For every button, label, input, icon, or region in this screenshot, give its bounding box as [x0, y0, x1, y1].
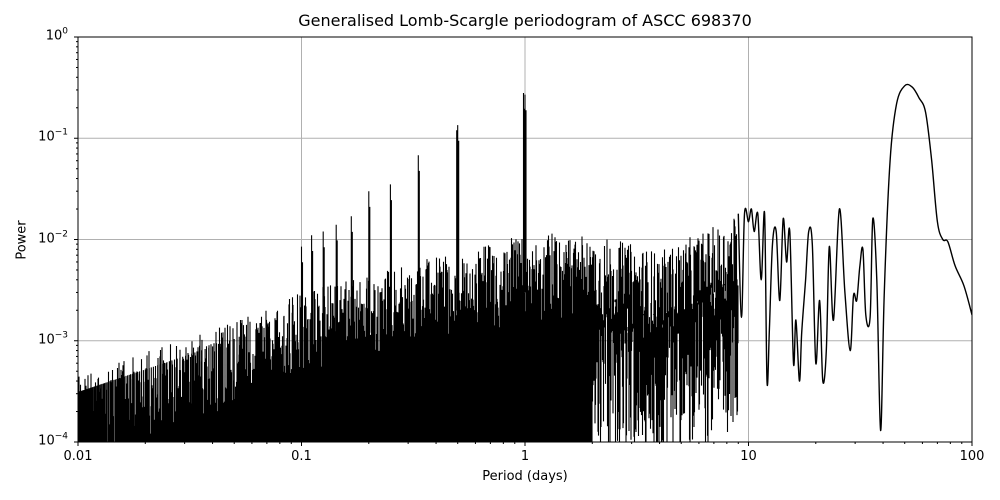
x-tick-label: 0.01 [63, 449, 93, 464]
y-tick-label: 10−2 [38, 229, 68, 246]
chart-title: Generalised Lomb-Scargle periodogram of … [298, 11, 752, 30]
x-tick-label: 10 [740, 449, 757, 464]
x-tick-label: 1 [520, 449, 530, 464]
periodogram-long-period-curve [737, 83, 972, 432]
periodogram-noise-region [78, 93, 739, 442]
x-tick-label: 0.1 [291, 449, 312, 464]
y-tick-label: 10−4 [38, 431, 68, 449]
x-tick-label: 100 [959, 449, 985, 464]
y-tick-label: 100 [45, 26, 68, 44]
axis-ticks [74, 36, 973, 446]
x-axis-label: Period (days) [482, 469, 568, 484]
y-tick-label: 10−1 [38, 127, 68, 145]
y-tick-label: 10−3 [38, 330, 68, 348]
